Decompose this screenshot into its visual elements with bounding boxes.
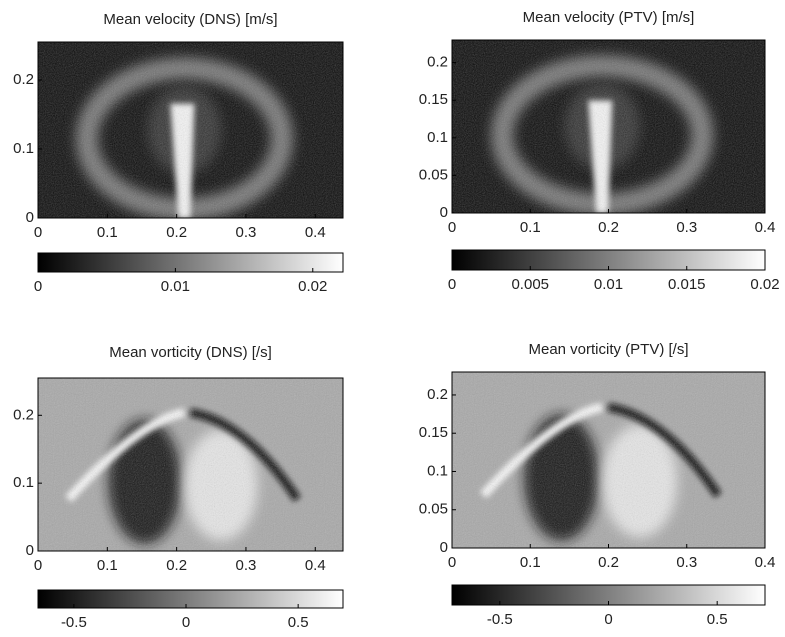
noise [452,372,765,548]
x-tick-label: 0.2 [598,219,619,236]
x-tick-label: 0 [448,219,456,236]
colorbar-tick-label: 0.5 [288,614,309,631]
x-tick-label: 0.4 [305,224,326,241]
panel-title: Mean velocity (DNS) [m/s] [103,11,277,28]
colorbar [37,589,344,609]
plot-frame [37,41,344,219]
colorbar-tick-label: 0.02 [298,278,327,295]
colorbar-tick-label: 0 [604,611,612,628]
noise [38,42,343,218]
y-tick-label: 0.2 [427,54,448,71]
colorbar-tick-label: -0.5 [61,614,87,631]
y-tick-label: 0 [440,204,448,221]
y-tick-label: 0.1 [13,140,34,157]
panel-title: Mean velocity (PTV) [m/s] [523,9,695,26]
x-tick-label: 0.2 [166,557,187,574]
heatmap-image [38,42,343,218]
x-tick-label: 0.3 [236,224,257,241]
colorbar-tick-label: 0.005 [511,276,549,293]
plot-frame [37,377,344,552]
x-tick-label: 0 [448,554,456,571]
y-tick-label: 0.15 [419,424,448,441]
panel-title: Mean vorticity (PTV) [/s] [528,341,688,358]
heatmap-image [452,372,765,548]
y-tick-label: 0 [26,542,34,559]
x-tick-label: 0.4 [755,219,776,236]
colorbar-tick-label: 0.01 [161,278,190,295]
y-tick-label: 0.1 [427,462,448,479]
x-tick-label: 0 [34,557,42,574]
colorbar-tick-label: 0 [448,276,456,293]
y-tick-label: 0.2 [13,71,34,88]
x-tick-label: 0.3 [676,219,697,236]
noise [452,40,765,213]
colorbar-tick-label: 0.01 [594,276,623,293]
colorbar [37,252,344,273]
panel-title: Mean vorticity (DNS) [/s] [109,344,272,361]
y-tick-label: 0.1 [13,474,34,491]
x-tick-label: 0.1 [97,557,118,574]
x-tick-label: 0.3 [676,554,697,571]
colorbar-tick-label: 0.5 [707,611,728,628]
y-tick-label: 0.15 [419,91,448,108]
noise [38,378,343,551]
colorbar-tick-label: 0.015 [668,276,706,293]
colorbar-tick-label: 0 [182,614,190,631]
x-tick-label: 0.1 [97,224,118,241]
x-tick-label: 0.1 [520,554,541,571]
y-tick-label: 0.2 [427,386,448,403]
x-tick-label: 0.4 [305,557,326,574]
y-tick-label: 0.1 [427,129,448,146]
heatmap-image [38,378,343,551]
heatmap-image [452,40,765,213]
colorbar-tick-label: 0 [34,278,42,295]
y-tick-label: 0.2 [13,406,34,423]
y-tick-label: 0 [440,539,448,556]
x-tick-label: 0.2 [166,224,187,241]
x-tick-label: 0.3 [236,557,257,574]
colorbar-tick-label: -0.5 [487,611,513,628]
x-tick-label: 0.2 [598,554,619,571]
y-tick-label: 0.05 [419,501,448,518]
x-tick-label: 0.1 [520,219,541,236]
y-tick-label: 0.05 [419,166,448,183]
colorbar-tick-label: 0.02 [750,276,779,293]
x-tick-label: 0 [34,224,42,241]
x-tick-label: 0.4 [755,554,776,571]
y-tick-label: 0 [26,209,34,226]
